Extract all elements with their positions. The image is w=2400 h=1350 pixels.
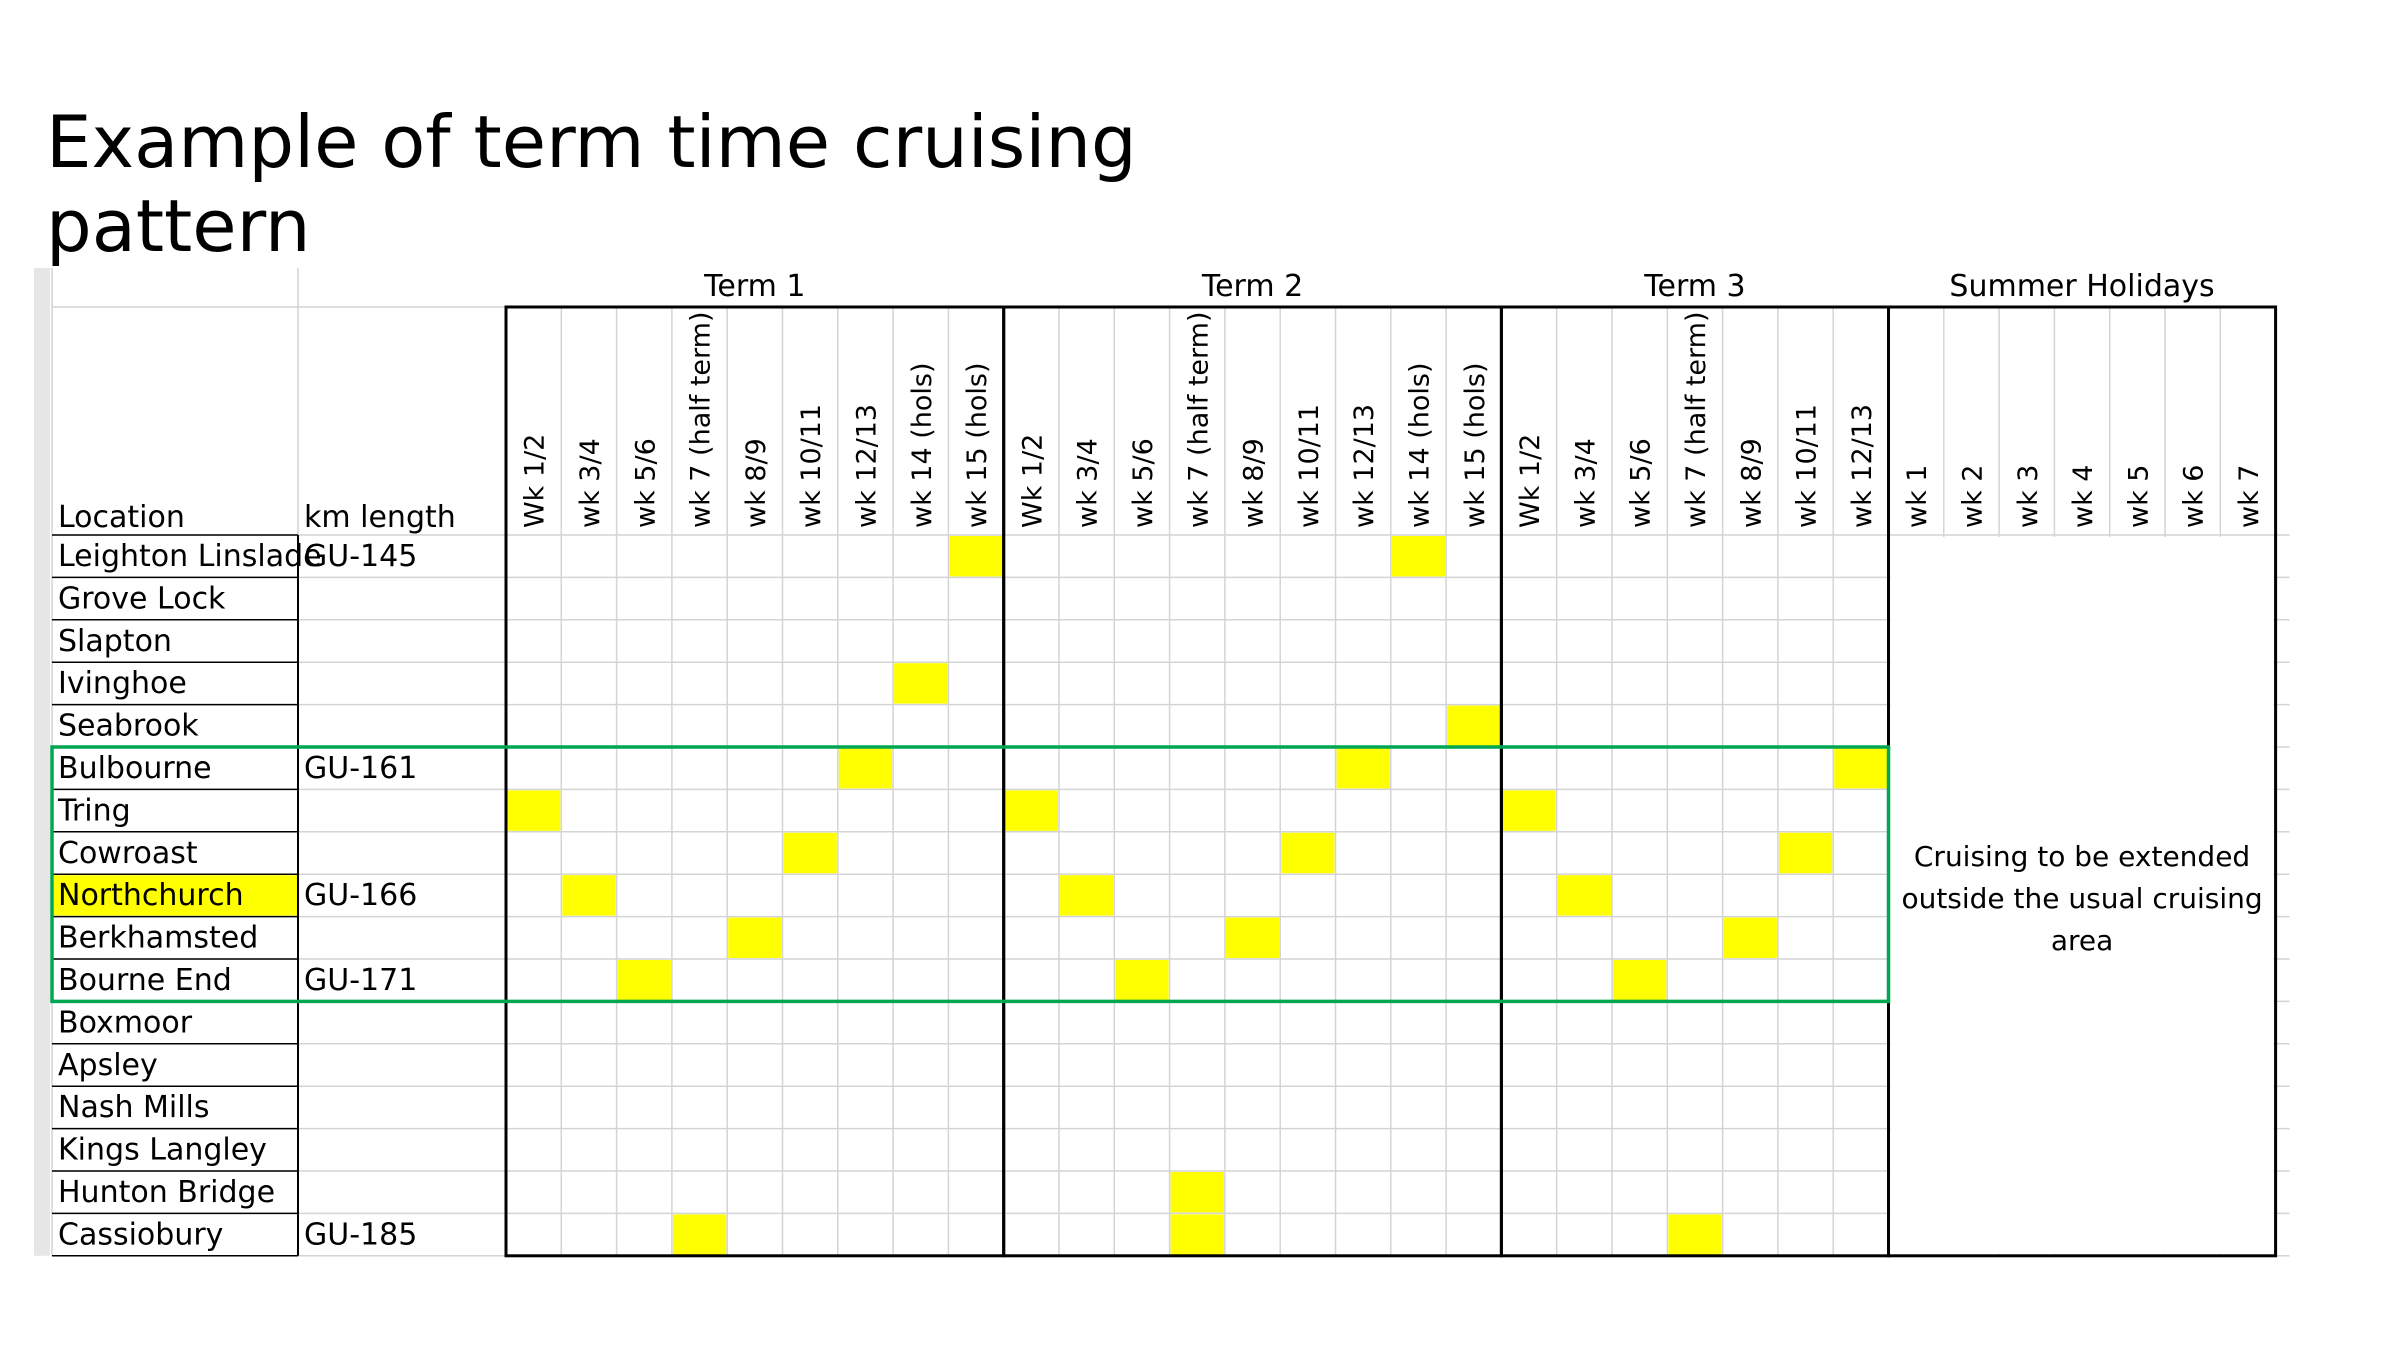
- group-label: Summer Holidays: [1949, 269, 2214, 304]
- week-label: wk 2: [1957, 465, 1988, 528]
- location-label: Berkhamsted: [58, 921, 258, 956]
- week-label: wk 4: [2068, 465, 2099, 528]
- week-label: wk 8/9: [1736, 438, 1767, 528]
- week-label: wk 12/13: [1847, 404, 1878, 528]
- group-label: Term 1: [703, 269, 805, 304]
- week-label: wk 3/4: [1073, 438, 1104, 528]
- location-label: Bulbourne: [58, 751, 212, 786]
- schedule-cell: [949, 536, 1003, 577]
- km-label: GU-185: [304, 1217, 417, 1252]
- location-label: Nash Mills: [58, 1090, 210, 1125]
- week-label: wk 5/6: [1626, 438, 1657, 528]
- week-label: wk 6: [2179, 465, 2210, 528]
- summer-merged-cell: [1890, 537, 2274, 1254]
- location-label: Cassiobury: [58, 1217, 223, 1252]
- km-label: GU-145: [304, 539, 417, 574]
- schedule-cell: [1115, 960, 1169, 1001]
- location-label: Bourne End: [58, 963, 232, 998]
- location-label: Slapton: [58, 624, 172, 659]
- location-label: Boxmoor: [58, 1005, 193, 1040]
- schedule-cell: [672, 1214, 727, 1255]
- week-label: wk 14 (hols): [907, 362, 938, 528]
- week-label: wk 8/9: [1239, 438, 1270, 528]
- location-label: Leighton Linslade: [58, 539, 322, 574]
- week-label: wk 3/4: [1570, 438, 1601, 528]
- slide-title: Example of term time cruising pattern: [46, 100, 1137, 268]
- week-label: wk 5: [2123, 465, 2154, 528]
- schedule-cell: [894, 663, 948, 704]
- schedule-cell: [562, 875, 616, 916]
- km-label: GU-161: [304, 751, 417, 786]
- schedule-cell: [1502, 790, 1556, 831]
- week-label: wk 7 (half term): [686, 311, 717, 528]
- location-label: Ivinghoe: [58, 666, 187, 701]
- schedule-cell: [1668, 1214, 1722, 1255]
- week-label: wk 12/13: [1349, 404, 1380, 528]
- summer-note: Cruising to be extended outside the usual…: [1901, 840, 2262, 957]
- location-label: Apsley: [58, 1048, 158, 1083]
- location-label: Kings Langley: [58, 1133, 267, 1168]
- row-header-strip: [34, 268, 50, 1256]
- schedule-cell: [507, 790, 561, 831]
- schedule-cell: [783, 832, 837, 874]
- location-label: Grove Lock: [58, 581, 226, 616]
- location-label: Cowroast: [58, 836, 198, 871]
- location-label: Seabrook: [58, 709, 199, 744]
- location-label: Northchurch: [58, 878, 244, 913]
- week-label: Wk 1/2: [520, 434, 551, 528]
- km-length-header: km length: [304, 500, 456, 535]
- location-header: Location: [58, 500, 185, 535]
- week-label: wk 8/9: [741, 438, 772, 528]
- schedule-cell: [1447, 705, 1501, 746]
- schedule-cell: [1723, 917, 1777, 958]
- week-label: wk 10/11: [796, 404, 827, 528]
- week-label: wk 14 (hols): [1404, 362, 1435, 528]
- week-label: wk 15 (hols): [1460, 362, 1491, 528]
- week-label: Wk 1/2: [1017, 434, 1048, 528]
- km-label: GU-166: [304, 878, 417, 913]
- location-label: Hunton Bridge: [58, 1175, 275, 1210]
- location-label: Tring: [57, 793, 131, 828]
- week-label: wk 10/11: [1792, 404, 1823, 528]
- schedule-cell: [617, 960, 671, 1001]
- schedule-cell: [1557, 875, 1611, 916]
- week-label: wk 5/6: [1128, 438, 1159, 528]
- schedule-cell: [1060, 875, 1114, 916]
- week-label: wk 3/4: [575, 438, 606, 528]
- schedule-cell: [838, 748, 893, 789]
- week-label: Wk 1/2: [1515, 434, 1546, 528]
- schedule-cell: [728, 917, 782, 958]
- schedule-cell: [1834, 748, 1888, 789]
- schedule-cell: [1336, 748, 1390, 789]
- schedule-cell: [1225, 917, 1280, 958]
- week-label: wk 1: [1902, 465, 1933, 528]
- schedule-cell: [1004, 790, 1058, 831]
- week-label: wk 3: [2013, 465, 2044, 528]
- week-label: wk 12/13: [851, 404, 882, 528]
- schedule-cell: [1170, 1214, 1224, 1255]
- schedule-cell: [1613, 960, 1667, 1001]
- km-label: GU-171: [304, 963, 417, 998]
- week-label: wk 7: [2234, 465, 2265, 528]
- schedule-cell: [1281, 832, 1335, 874]
- week-label: wk 7 (half term): [1681, 311, 1712, 528]
- location-highlight: [54, 875, 297, 916]
- group-label: Term 2: [1201, 269, 1303, 304]
- week-label: wk 15 (hols): [962, 362, 993, 528]
- schedule-cell: [1778, 832, 1833, 874]
- green-outline: [50, 745, 1891, 1004]
- schedule-cell: [1391, 536, 1446, 577]
- week-label: wk 10/11: [1294, 404, 1325, 528]
- schedule-cell: [1170, 1172, 1224, 1213]
- week-label: wk 7 (half term): [1183, 311, 1214, 528]
- group-label: Term 3: [1643, 269, 1745, 304]
- week-label: wk 5/6: [630, 438, 661, 528]
